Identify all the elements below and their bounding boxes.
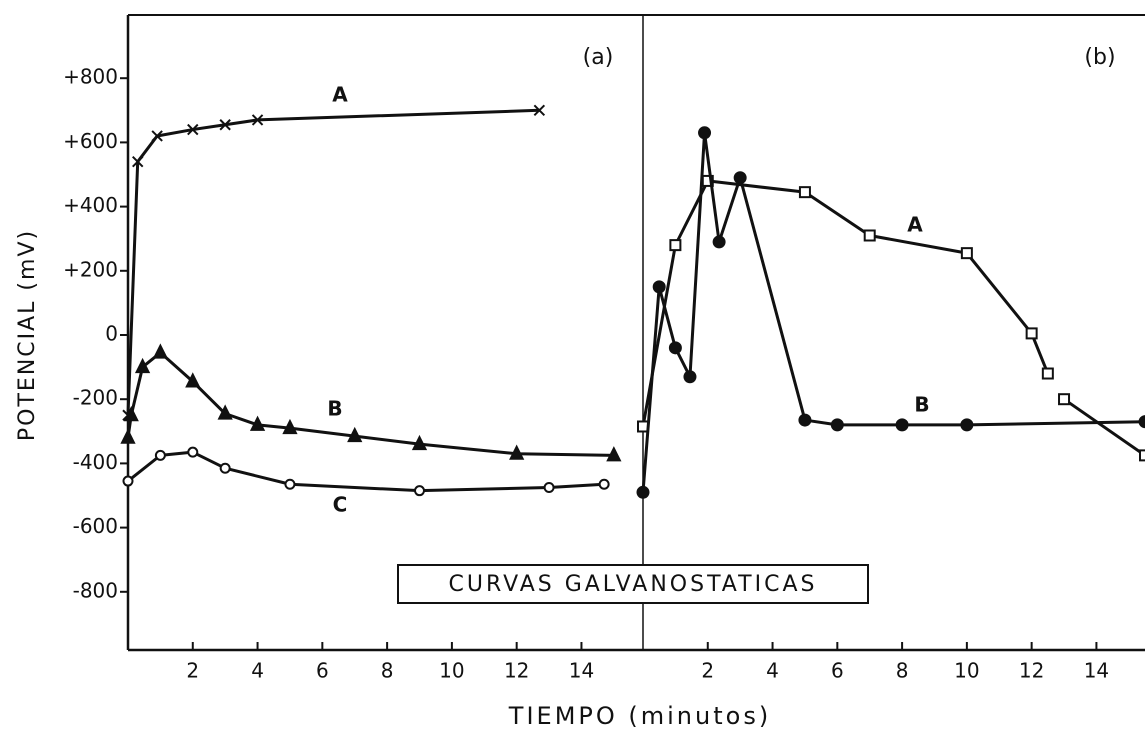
marker [152, 343, 169, 359]
marker [698, 126, 712, 140]
y-tick-label: -400 [73, 450, 118, 474]
x-tick-label: 6 [831, 659, 844, 683]
series-line [127, 450, 605, 493]
marker [347, 426, 363, 443]
marker [895, 418, 909, 432]
marker [217, 404, 233, 420]
series-label: B [914, 393, 929, 417]
marker [669, 239, 682, 252]
marker [411, 434, 428, 451]
marker [798, 413, 812, 427]
y-tick-label: +800 [63, 65, 118, 89]
marker [1139, 449, 1145, 462]
marker [1138, 415, 1145, 429]
marker [187, 123, 199, 136]
y-tick-label: +400 [63, 193, 118, 217]
x-tick-label: 10 [954, 659, 979, 683]
marker [830, 418, 844, 432]
marker [606, 446, 622, 462]
marker [154, 449, 166, 461]
marker [960, 247, 973, 260]
marker [249, 415, 266, 431]
y-tick-label: +600 [63, 129, 118, 153]
x-axis-title: TIEMPO (minutos) [508, 702, 771, 729]
x-tick-label: 10 [439, 659, 464, 683]
marker [132, 155, 144, 168]
x-tick-label: 8 [896, 659, 909, 683]
series-line [126, 351, 614, 457]
marker [187, 446, 199, 458]
marker [509, 444, 525, 460]
x-tick-label: 2 [701, 659, 714, 683]
marker [185, 372, 201, 388]
marker [122, 475, 134, 487]
marker [798, 186, 811, 199]
x-tick-label: 8 [381, 659, 394, 683]
marker [652, 280, 666, 294]
series-label: A [332, 83, 348, 107]
marker [219, 462, 231, 474]
marker [683, 370, 697, 384]
series-line [126, 108, 540, 416]
marker [712, 235, 726, 249]
x-tick-label: 6 [316, 659, 329, 683]
marker [414, 485, 426, 497]
marker [960, 418, 974, 432]
marker [598, 478, 610, 490]
chart-title: CURVAS GALVANOSTATICAS [449, 572, 818, 597]
series-label: B [327, 397, 342, 421]
marker [251, 114, 264, 126]
marker [134, 357, 151, 374]
marker [543, 481, 555, 493]
marker [863, 229, 876, 242]
y-tick-label: -600 [73, 514, 118, 538]
series-line [641, 131, 1145, 493]
y-axis-title: POTENCIAL (mV) [15, 229, 40, 441]
marker [733, 171, 747, 185]
marker [1058, 393, 1071, 406]
series-label: A [907, 213, 923, 237]
y-tick-label: -800 [73, 578, 118, 602]
marker [282, 418, 298, 435]
series-label: C [333, 493, 348, 517]
marker [219, 119, 231, 131]
y-tick-label: -200 [73, 386, 118, 410]
x-tick-label: 14 [1084, 659, 1109, 683]
marker [123, 406, 139, 422]
marker [533, 104, 546, 117]
panel-label: (b) [1084, 45, 1115, 70]
x-tick-label: 4 [251, 659, 264, 683]
series-line [641, 179, 1145, 457]
x-tick-label: 4 [766, 659, 779, 683]
title-box [397, 564, 869, 604]
x-tick-label: 2 [186, 659, 199, 683]
marker [284, 478, 296, 490]
x-tick-label: 14 [569, 659, 594, 683]
x-tick-label: 12 [1019, 659, 1044, 683]
marker [151, 130, 163, 142]
y-tick-label: 0 [105, 322, 118, 346]
x-tick-label: 12 [504, 659, 529, 683]
marker [668, 341, 682, 355]
panel-label: (a) [583, 45, 614, 70]
marker [120, 428, 136, 444]
marker [1025, 327, 1038, 340]
y-tick-label: +200 [63, 257, 118, 281]
marker [636, 485, 650, 499]
marker [1041, 367, 1054, 380]
